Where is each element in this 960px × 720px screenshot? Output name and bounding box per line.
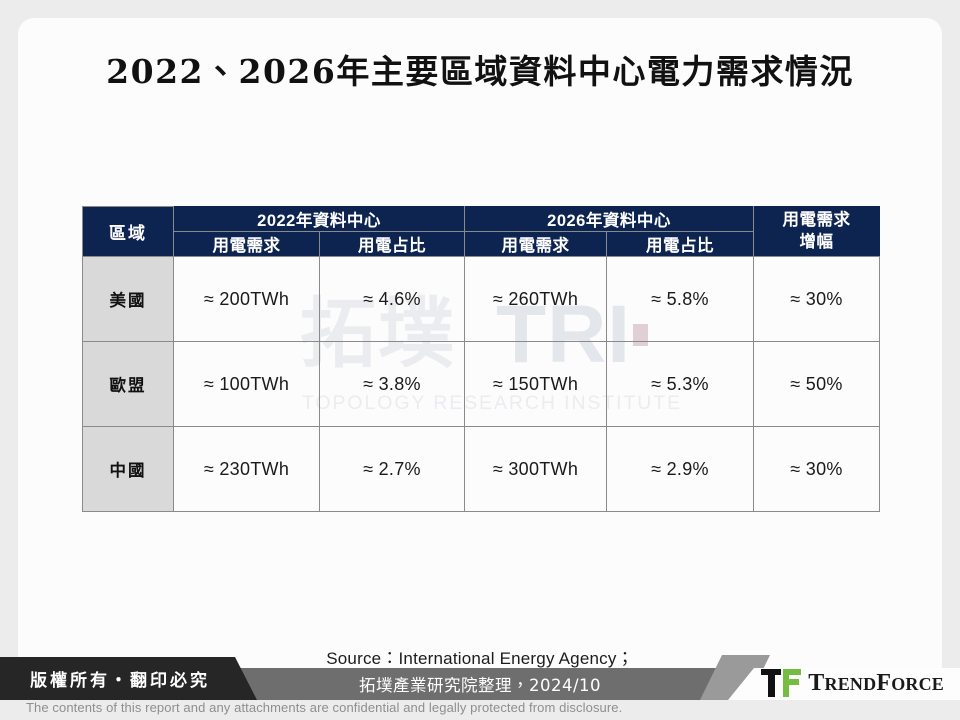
- cell-cn-share-2022: ≈ 2.7%: [319, 426, 465, 512]
- power-demand-table: 區域 2022年資料中心 2026年資料中心 用電需求 增幅 用電需求 用電占比…: [82, 206, 880, 512]
- cell-cn-demand-2026: ≈ 300TWh: [464, 426, 607, 512]
- header-demand-2022: 用電需求: [173, 231, 320, 257]
- cell-eu-share-2026: ≈ 5.3%: [606, 341, 754, 427]
- header-growth-line2: 增幅: [799, 232, 834, 251]
- cell-cn-share-2026: ≈ 2.9%: [606, 426, 754, 512]
- header-region: 區域: [82, 206, 174, 257]
- brand-orce: ORCE: [891, 674, 944, 694]
- row-label-cn: 中國: [82, 426, 174, 512]
- source-line-1: Source：International Energy Agency；: [326, 649, 634, 668]
- cell-us-demand-2026: ≈ 260TWh: [464, 256, 607, 342]
- table-body: 美國 ≈ 200TWh ≈ 4.6% ≈ 260TWh ≈ 5.8% ≈ 30%…: [82, 256, 880, 512]
- table-row: 歐盟 ≈ 100TWh ≈ 3.8% ≈ 150TWh ≈ 5.3% ≈ 50%: [82, 341, 880, 427]
- cell-us-share-2026: ≈ 5.8%: [606, 256, 754, 342]
- table-row: 美國 ≈ 200TWh ≈ 4.6% ≈ 260TWh ≈ 5.8% ≈ 30%: [82, 256, 880, 342]
- table-header-row-groups: 區域 2022年資料中心 2026年資料中心 用電需求 增幅: [82, 206, 880, 257]
- table-header-row-subs: 用電需求 用電占比 用電需求 用電占比: [83, 231, 880, 257]
- brand-t: T: [808, 670, 825, 696]
- cell-us-share-2022: ≈ 4.6%: [319, 256, 465, 342]
- cell-us-growth: ≈ 30%: [753, 256, 880, 342]
- header-growth-line1: 用電需求: [782, 210, 851, 229]
- disclaimer-strip: [0, 700, 960, 720]
- header-share-2026: 用電占比: [606, 231, 754, 257]
- header-group-2026: 2026年資料中心: [464, 206, 754, 232]
- trendforce-mark-icon: [761, 669, 802, 697]
- table-row: 中國 ≈ 230TWh ≈ 2.7% ≈ 300TWh ≈ 2.9% ≈ 30%: [82, 426, 880, 512]
- page-title: 2022、2026年主要區域資料中心電力需求情況: [106, 52, 854, 91]
- table-head: 區域 2022年資料中心 2026年資料中心 用電需求 增幅 用電需求 用電占比…: [82, 206, 880, 257]
- brand-f: F: [876, 670, 892, 696]
- cell-cn-growth: ≈ 30%: [753, 426, 880, 512]
- cell-eu-growth: ≈ 50%: [753, 341, 880, 427]
- cell-eu-share-2022: ≈ 3.8%: [319, 341, 465, 427]
- source-line-2: 拓墣產業研究院整理，2024/10: [358, 676, 602, 695]
- cell-eu-demand-2022: ≈ 100TWh: [173, 341, 320, 427]
- brand-rend: REND: [824, 674, 877, 694]
- copyright-badge: [0, 657, 257, 700]
- header-demand-2026: 用電需求: [464, 231, 607, 257]
- header-share-2022: 用電占比: [319, 231, 465, 257]
- header-growth: 用電需求 增幅: [753, 206, 880, 257]
- cell-eu-demand-2026: ≈ 150TWh: [464, 341, 607, 427]
- cell-us-demand-2022: ≈ 200TWh: [173, 256, 320, 342]
- cell-cn-demand-2022: ≈ 230TWh: [173, 426, 320, 512]
- trendforce-logo: TRENDFORCE: [761, 666, 944, 700]
- row-label-eu: 歐盟: [82, 341, 174, 427]
- header-group-2022: 2022年資料中心: [173, 206, 465, 232]
- disclaimer-text: The contents of this report and any atta…: [26, 700, 623, 715]
- row-label-us: 美國: [82, 256, 174, 342]
- data-table-container: 區域 2022年資料中心 2026年資料中心 用電需求 增幅 用電需求 用電占比…: [82, 206, 880, 512]
- trendforce-wordmark: TRENDFORCE: [808, 671, 944, 695]
- copyright-text: 版權所有・翻印必究: [30, 671, 210, 691]
